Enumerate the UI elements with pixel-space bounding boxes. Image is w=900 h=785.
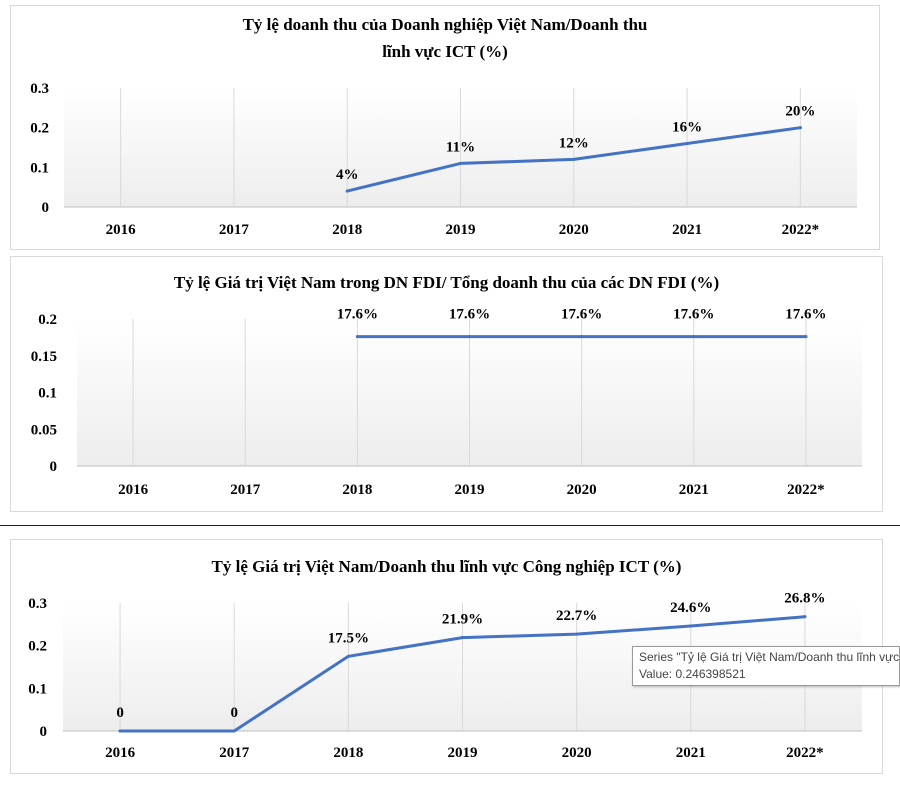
x-tick-label: 2020 [562, 745, 592, 761]
x-tick-label: 2020 [567, 482, 597, 498]
data-point [459, 161, 462, 165]
x-tick-label: 2019 [448, 745, 478, 761]
data-label: 4% [336, 167, 359, 183]
y-tick-label: 0.2 [38, 312, 57, 328]
data-point [468, 335, 471, 339]
data-point [461, 636, 464, 640]
data-point [345, 189, 349, 193]
chart-tooltip: Series "Tỷ lệ Giá trị Việt Nam/Doanh thu… [632, 646, 900, 686]
y-tick-label: 0 [50, 459, 58, 475]
y-tick-label: 0.05 [31, 422, 57, 438]
data-label: 26.8% [784, 591, 825, 607]
section-divider [0, 525, 900, 526]
x-tick-label: 2018 [333, 745, 363, 761]
data-point [346, 654, 350, 658]
chart-title: Tỷ lệ Giá trị Việt Nam trong DN FDI/ Tổn… [174, 273, 719, 292]
x-tick-label: 2017 [219, 222, 250, 238]
x-tick-label: 2017 [219, 745, 250, 761]
data-label: 0 [116, 705, 124, 721]
x-tick-label: 2021 [679, 482, 709, 498]
x-tick-label: 2022* [782, 222, 820, 238]
x-tick-label: 2018 [332, 222, 362, 238]
y-tick-label: 0 [42, 200, 50, 216]
x-tick-label: 2016 [106, 222, 137, 238]
data-point [355, 335, 359, 339]
y-tick-label: 0.2 [30, 121, 49, 137]
tooltip-value-text: Value: 0.246398521 [639, 667, 746, 681]
y-tick-label: 0.1 [30, 160, 49, 176]
x-tick-label: 2021 [672, 222, 702, 238]
data-point [575, 632, 579, 636]
x-tick-label: 2016 [118, 482, 149, 498]
x-tick-label: 2022* [787, 482, 825, 498]
chart-title: lĩnh vực ICT (%) [382, 42, 508, 61]
x-tick-label: 2019 [446, 222, 476, 238]
data-point [692, 335, 696, 339]
x-tick-label: 2017 [230, 482, 261, 498]
data-point [804, 335, 808, 339]
data-point [572, 157, 576, 161]
x-tick-label: 2021 [676, 745, 706, 761]
data-label: 17.6% [449, 307, 490, 323]
data-label: 0 [230, 705, 238, 721]
data-label: 24.6% [670, 600, 711, 616]
x-tick-label: 2020 [559, 222, 589, 238]
y-tick-label: 0.15 [31, 349, 57, 365]
line-chart[interactable]: Tỷ lệ doanh thu của Doanh nghiệp Việt Na… [11, 6, 879, 249]
chart-title: Tỷ lệ Giá trị Việt Nam/Doanh thu lĩnh vự… [212, 557, 682, 576]
y-tick-label: 0.1 [28, 681, 47, 697]
data-point [232, 729, 236, 733]
data-label: 11% [446, 139, 475, 155]
data-label: 22.7% [556, 608, 597, 624]
y-tick-label: 0.1 [38, 386, 57, 402]
y-tick-label: 0.2 [28, 639, 47, 655]
line-chart[interactable]: Tỷ lệ Giá trị Việt Nam trong DN FDI/ Tổn… [11, 257, 882, 511]
data-point [580, 335, 584, 339]
x-tick-label: 2018 [342, 482, 372, 498]
chart-panel-fdi-vietnam-value-share[interactable]: Tỷ lệ Giá trị Việt Nam trong DN FDI/ Tổn… [10, 256, 883, 512]
x-tick-label: 2019 [455, 482, 485, 498]
data-label: 17.6% [785, 307, 826, 323]
data-label: 20% [785, 104, 815, 120]
chart-title: Tỷ lệ doanh thu của Doanh nghiệp Việt Na… [243, 15, 648, 34]
y-tick-label: 0.3 [30, 81, 49, 97]
y-tick-label: 0.3 [28, 596, 47, 612]
x-tick-label: 2022* [786, 745, 824, 761]
data-point [118, 729, 122, 733]
y-tick-label: 0 [40, 724, 48, 740]
chart-panel-enterprise-revenue-share[interactable]: Tỷ lệ doanh thu của Doanh nghiệp Việt Na… [10, 5, 880, 250]
data-label: 21.9% [442, 612, 483, 628]
data-label: 17.5% [328, 630, 369, 646]
data-label: 17.6% [673, 307, 714, 323]
data-point [798, 126, 802, 130]
data-label: 12% [559, 135, 589, 151]
data-label: 16% [672, 120, 702, 136]
data-label: 17.6% [337, 307, 378, 323]
data-label: 17.6% [561, 307, 602, 323]
data-point [803, 615, 807, 619]
data-point [685, 142, 689, 146]
tooltip-series-text: Series "Tỷ lệ Giá trị Việt Nam/Doanh thu… [639, 650, 900, 664]
x-tick-label: 2016 [105, 745, 136, 761]
data-point [689, 624, 693, 628]
